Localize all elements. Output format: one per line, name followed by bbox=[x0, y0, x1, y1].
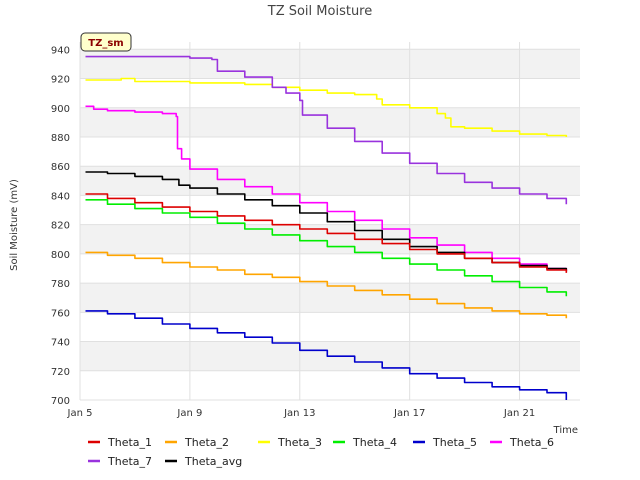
y-tick-label: 900 bbox=[51, 104, 70, 115]
series-line-theta-5 bbox=[85, 310, 568, 400]
y-tick-labels: 700 720 740 760 780 800 820 840 860 880 900 920 940 bbox=[51, 45, 70, 407]
chart-title: TZ Soil Moisture bbox=[267, 4, 373, 19]
series-line-theta-4 bbox=[85, 199, 568, 297]
y-tick-label: 920 bbox=[51, 75, 70, 86]
x-tick-label: Jan 5 bbox=[67, 408, 93, 419]
y-tick-label: 740 bbox=[51, 338, 70, 349]
legend-label: Theta_5 bbox=[432, 436, 477, 449]
x-tick-label: Jan 17 bbox=[393, 408, 425, 419]
x-axis-label: Time bbox=[553, 425, 578, 436]
y-tick-label: 940 bbox=[51, 45, 70, 56]
plot-band bbox=[80, 312, 580, 342]
plot-band bbox=[80, 195, 580, 225]
series-line-theta-2 bbox=[85, 251, 568, 319]
plot-band bbox=[80, 370, 580, 400]
series-line-theta-3 bbox=[85, 77, 568, 137]
plot-band bbox=[80, 283, 580, 313]
legend-label: Theta_6 bbox=[509, 436, 554, 449]
series-line-theta-6 bbox=[85, 105, 568, 272]
station-badge-label: TZ_sm bbox=[88, 38, 123, 49]
plot-background-bands bbox=[80, 42, 580, 400]
x-tick-label: Jan 13 bbox=[283, 408, 315, 419]
y-tick-label: 880 bbox=[51, 133, 70, 144]
y-tick-label: 800 bbox=[51, 250, 70, 261]
legend-label: Theta_3 bbox=[277, 436, 322, 449]
legend-label: Theta_7 bbox=[107, 455, 152, 468]
plot-band bbox=[80, 224, 580, 254]
y-tick-label: 860 bbox=[51, 162, 70, 173]
plot-band bbox=[80, 166, 580, 196]
x-tick-label: Jan 9 bbox=[176, 408, 202, 419]
legend-label: Theta_4 bbox=[352, 436, 397, 449]
legend-label: Theta_avg bbox=[184, 455, 242, 468]
y-tick-label: 820 bbox=[51, 221, 70, 232]
y-tick-label: 780 bbox=[51, 279, 70, 290]
x-tick-labels: Jan 5 Jan 9 Jan 13 Jan 17 Jan 21 bbox=[67, 408, 536, 419]
legend: Theta_1 Theta_2 Theta_3 Theta_4 Theta_5 Theta… bbox=[88, 436, 554, 468]
y-tick-label: 720 bbox=[51, 367, 70, 378]
plot-band bbox=[80, 42, 580, 50]
y-tick-label: 700 bbox=[51, 396, 70, 407]
series-line-theta-1 bbox=[85, 193, 568, 273]
y-tick-label: 840 bbox=[51, 191, 70, 202]
plot-band bbox=[80, 107, 580, 137]
plot-band bbox=[80, 136, 580, 167]
y-tick-label: 760 bbox=[51, 308, 70, 319]
x-tick-label: Jan 21 bbox=[503, 408, 535, 419]
gridlines bbox=[79, 42, 580, 401]
series-lines bbox=[85, 55, 568, 400]
y-axis-label: Soil Moisture (mV) bbox=[9, 179, 20, 271]
legend-label: Theta_2 bbox=[184, 436, 229, 449]
series-line-theta-7 bbox=[85, 55, 568, 205]
plot-band bbox=[80, 49, 580, 79]
legend-label: Theta_1 bbox=[107, 436, 152, 449]
station-badge: TZ_sm bbox=[80, 32, 132, 52]
